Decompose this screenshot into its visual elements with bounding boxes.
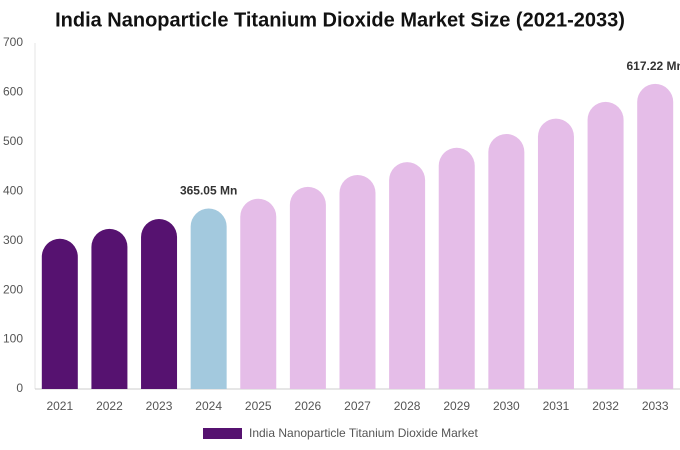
chart-title: India Nanoparticle Titanium Dioxide Mark…: [55, 9, 625, 31]
x-tick-label: 2032: [592, 399, 619, 413]
y-tick-label: 500: [3, 134, 23, 148]
y-tick-label: 0: [16, 381, 23, 395]
bar: [637, 83, 674, 389]
bar: [339, 174, 376, 389]
bar: [537, 118, 574, 389]
y-tick-label: 600: [3, 85, 23, 99]
bar: [438, 147, 475, 389]
bar: [190, 208, 227, 389]
y-tick-label: 400: [3, 183, 23, 197]
y-tick-label: 100: [3, 332, 23, 346]
y-tick-label: 700: [3, 35, 23, 49]
x-tick-label: 2031: [543, 399, 570, 413]
value-label: 365.05 Mn: [180, 184, 237, 198]
bar: [289, 186, 326, 389]
y-tick-label: 300: [3, 233, 23, 247]
x-tick-label: 2025: [245, 399, 272, 413]
x-tick-label: 2033: [642, 399, 669, 413]
bar: [488, 133, 525, 389]
x-tick-label: 2030: [493, 399, 520, 413]
x-tick-label: 2028: [394, 399, 421, 413]
x-tick-label: 2024: [195, 399, 222, 413]
bar: [91, 228, 128, 389]
x-tick-label: 2026: [295, 399, 322, 413]
legend-swatch: [203, 428, 242, 439]
bar: [41, 238, 78, 389]
x-tick-label: 2027: [344, 399, 371, 413]
bar: [587, 101, 624, 389]
bar: [141, 218, 178, 389]
bar: [389, 162, 426, 389]
bar: [240, 198, 277, 389]
x-tick-label: 2021: [46, 399, 73, 413]
legend-label: India Nanoparticle Titanium Dioxide Mark…: [249, 426, 478, 440]
value-label: 617.22 Mn: [627, 59, 680, 73]
x-tick-label: 2023: [146, 399, 173, 413]
x-tick-label: 2022: [96, 399, 123, 413]
y-tick-label: 200: [3, 282, 23, 296]
x-tick-label: 2029: [443, 399, 470, 413]
